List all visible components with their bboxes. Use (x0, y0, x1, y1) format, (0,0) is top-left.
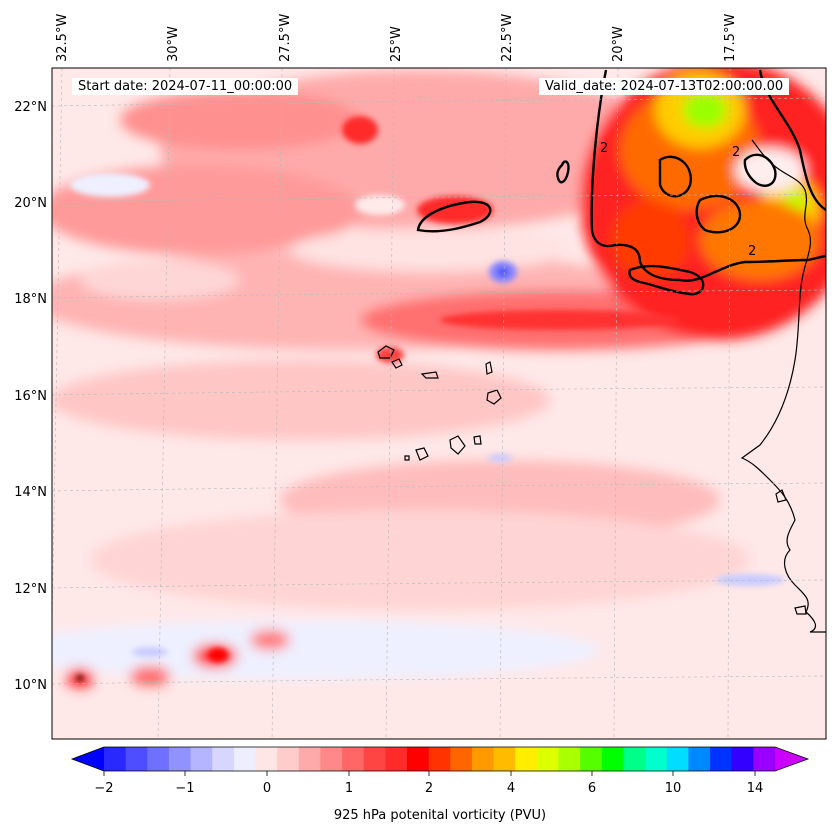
colorbar-tick-label: 1 (345, 781, 353, 796)
lon-label: 22.5°W (500, 14, 515, 62)
colorbar-cell (168, 747, 192, 771)
colorbar-ticks: −2 −1 0 1 2 4 6 10 14 (94, 771, 763, 796)
colorbar-cell (212, 747, 235, 771)
contour-label: 2 (732, 145, 740, 160)
colorbar-title: 925 hPa potenital vorticity (PVU) (333, 808, 547, 823)
colorbar-cell (666, 747, 690, 771)
colorbar-cell (342, 747, 365, 771)
colorbar-tick-label: −2 (94, 781, 113, 796)
lon-label: 17.5°W (723, 14, 738, 62)
colorbar-cell (255, 747, 278, 771)
graticule (52, 68, 826, 739)
colorbar-cell (147, 747, 170, 771)
colorbar-cell (493, 747, 516, 771)
colorbar-cell (688, 747, 711, 771)
colorbar-cell (104, 747, 127, 771)
start-date-annotation: Start date: 2024-07-11_00:00:00 (72, 78, 299, 95)
colorbar-cell (277, 747, 300, 771)
pv-field: 2 2 2 (52, 68, 826, 739)
colorbar-tick-label: 6 (588, 781, 596, 796)
colorbar-cell (536, 747, 560, 771)
colorbar-cell (407, 747, 430, 771)
contour-label: 2 (748, 244, 756, 259)
lon-label: 32.5°W (55, 14, 70, 62)
colorbar-extend-low (72, 747, 104, 771)
lat-label: 20°N (14, 196, 47, 211)
colorbar-tick-label: 2 (425, 781, 433, 796)
lon-label: 30°W (166, 26, 181, 62)
colorbar-cell (190, 747, 213, 771)
colorbar-tick-label: 0 (263, 781, 271, 796)
map-frame (51, 67, 827, 740)
lat-label: 10°N (14, 678, 47, 693)
lat-label: 12°N (14, 582, 47, 597)
lon-label: 25°W (389, 26, 404, 62)
colorbar-cell (428, 747, 451, 771)
colorbar-cell (450, 747, 473, 771)
colorbar-cell (710, 747, 733, 771)
lon-label: 27.5°W (278, 14, 293, 62)
lat-label: 16°N (14, 389, 47, 404)
colorbar-cell (580, 747, 603, 771)
colorbar-tick-label: 4 (507, 781, 515, 796)
colorbar: −2 −1 0 1 2 4 6 10 14 (70, 746, 810, 796)
colorbar-extend-high (775, 747, 808, 771)
contour-label: 2 (600, 141, 608, 156)
colorbar-cell (233, 747, 257, 771)
colorbar-cell (363, 747, 386, 771)
lat-label: 14°N (14, 485, 47, 500)
valid-date-annotation: Valid_date: 2024-07-13T02:00:00.00 (539, 78, 790, 95)
colorbar-cells (104, 747, 776, 771)
colorbar-cell (731, 747, 754, 771)
colorbar-cell (645, 747, 668, 771)
coastlines (377, 139, 826, 633)
colorbar-cell (320, 747, 343, 771)
colorbar-tick-label: 14 (747, 781, 764, 796)
colorbar-cell (623, 747, 646, 771)
lon-label: 20°W (611, 26, 626, 62)
colorbar-tick-label: 10 (665, 781, 682, 796)
lat-labels: 22°N 20°N 18°N 16°N 14°N 12°N 10°N (14, 100, 47, 693)
colorbar-cell (298, 747, 322, 771)
colorbar-cell (515, 747, 538, 771)
colorbar-cell (125, 747, 148, 771)
lon-labels: 32.5°W 30°W 27.5°W 25°W 22.5°W 20°W 17.5… (55, 14, 738, 62)
lat-label: 18°N (14, 292, 47, 307)
colorbar-cell (753, 747, 776, 771)
colorbar-cell (385, 747, 408, 771)
lat-label: 22°N (14, 100, 47, 115)
colorbar-cell (601, 747, 625, 771)
colorbar-tick-label: −1 (175, 781, 194, 796)
colorbar-cell (558, 747, 581, 771)
colorbar-cell (471, 747, 495, 771)
